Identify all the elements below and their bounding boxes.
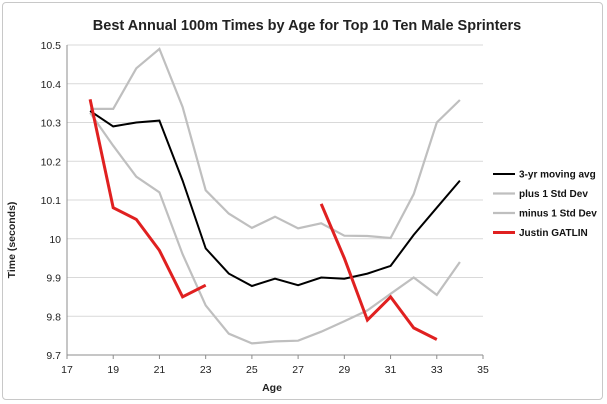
x-axis-title: Age <box>262 382 282 394</box>
x-tick-label: 19 <box>107 364 119 376</box>
x-tick-label: 35 <box>477 364 489 376</box>
series-line-justin-gatlin <box>319 203 438 341</box>
chart-title: Best Annual 100m Times by Age for Top 10… <box>93 18 521 34</box>
x-tick-label: 31 <box>385 364 397 376</box>
x-tick-label: 21 <box>154 364 166 376</box>
y-tick-label: 10.2 <box>41 156 62 168</box>
y-tick-label: 10.4 <box>41 79 62 91</box>
y-tick-label: 9.9 <box>46 273 61 285</box>
series-line-minus-1-std-dev <box>89 112 461 345</box>
x-tick-label: 33 <box>431 364 443 376</box>
x-tick-label: 17 <box>61 364 73 376</box>
legend-label-plus-1-std-dev: plus 1 Std Dev <box>519 189 588 200</box>
series-line-justin-gatlin <box>88 98 207 299</box>
y-tick-label: 10.5 <box>41 40 62 52</box>
x-tick-label: 29 <box>338 364 350 376</box>
legend-label-justin-gatlin: Justin GATLIN <box>519 228 588 239</box>
y-axis-title: Time (seconds) <box>6 202 18 279</box>
y-tick-label: 9.7 <box>46 350 61 362</box>
series-line-plus-1-std-dev <box>90 47 461 240</box>
chart-frame <box>2 2 603 400</box>
axes <box>66 45 484 359</box>
gridlines <box>67 44 483 317</box>
legend-label-minus-1-std-dev: minus 1 Std Dev <box>519 209 597 220</box>
series-line-3-yr-moving-avg <box>89 110 461 288</box>
legend: 3-yr moving avg plus 1 Std Dev minus 1 Std… <box>493 170 597 239</box>
x-tick-label: 25 <box>246 364 258 376</box>
legend-label-3-yr-moving-avg: 3-yr moving avg <box>519 170 596 181</box>
y-tick-label: 10.3 <box>41 118 62 130</box>
tick-labels: 9.7 9.8 9.9 10 10.1 10.2 10.3 10.4 10.5 17 19 21 23 2… <box>41 40 489 376</box>
y-tick-label: 9.8 <box>46 311 61 323</box>
x-tick-label: 27 <box>292 364 304 376</box>
x-tick-label: 23 <box>200 364 212 376</box>
y-tick-label: 10.1 <box>41 195 62 207</box>
plot-area <box>88 47 461 345</box>
y-tick-label: 10 <box>49 234 61 246</box>
